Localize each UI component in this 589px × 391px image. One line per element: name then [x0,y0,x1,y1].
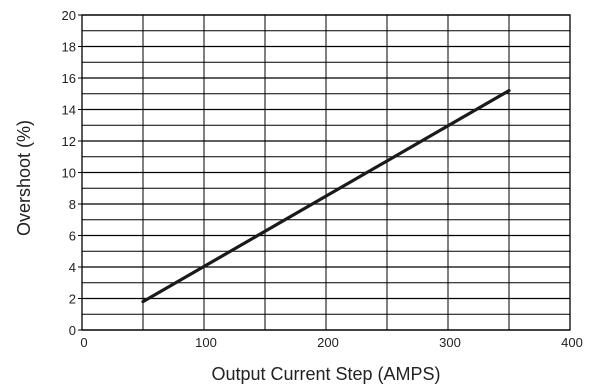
y-tick-label: 20 [62,8,76,23]
x-tick-labels: 0 100 200 300 400 [80,335,582,350]
series-layer [141,88,511,304]
y-tick-label: 14 [62,103,76,118]
x-axis-title: Output Current Step (AMPS) [211,364,440,384]
y-tick-labels: 0 2 4 6 8 10 12 14 16 18 20 [62,8,76,338]
y-axis-title: Overshoot (%) [14,120,34,236]
y-tick-label: 12 [62,134,76,149]
y-tick-label: 2 [69,292,76,307]
y-tick-label: 0 [69,323,76,338]
y-tick-label: 10 [62,166,76,181]
x-tick-label: 200 [317,335,339,350]
grid [78,14,571,331]
y-tick-label: 18 [62,40,76,55]
y-tick-label: 16 [62,71,76,86]
x-tick-label: 400 [561,335,583,350]
x-tick-label: 100 [195,335,217,350]
y-tick-label: 6 [69,229,76,244]
y-tick-label: 8 [69,197,76,212]
x-tick-label: 300 [439,335,461,350]
x-tick-label: 0 [80,335,87,350]
y-tick-label: 4 [69,260,76,275]
series-line [141,88,511,304]
